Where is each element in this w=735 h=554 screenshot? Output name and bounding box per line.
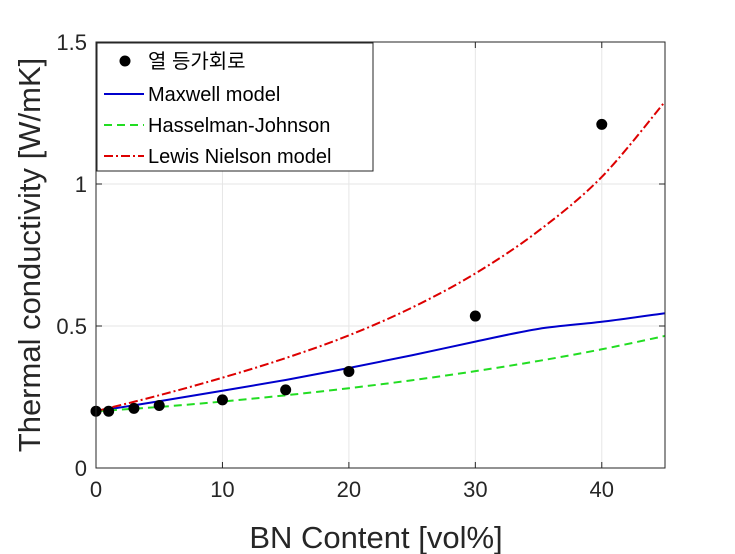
series-line-2 — [95, 334, 666, 413]
legend-box — [96, 42, 374, 172]
legend-label-maxwell: Maxwell model — [148, 84, 280, 106]
x-tick-label: 20 — [337, 477, 361, 502]
data-point — [103, 405, 115, 417]
legend-label-scatter: 열 등가회로 — [148, 50, 246, 73]
data-point — [469, 310, 481, 322]
x-tick-label: 30 — [463, 477, 487, 502]
tick-labels: 0 10 20 30 40 0 0.5 1 1.5 — [56, 30, 614, 502]
series-lines — [95, 100, 666, 413]
legend-marker-scatter — [119, 55, 131, 67]
legend: 열 등가회로 Maxwell model Hasselman-Johnson L… — [96, 42, 374, 172]
data-point — [343, 365, 355, 377]
x-tick-label: 40 — [590, 477, 614, 502]
x-axis-label: BN Content [vol%] — [249, 520, 502, 554]
series-line-1 — [95, 312, 666, 413]
x-tick-label: 10 — [210, 477, 234, 502]
y-tick-label: 0.5 — [56, 314, 87, 339]
data-point — [128, 402, 140, 414]
legend-label-lewis: Lewis Nielson model — [148, 146, 331, 168]
x-tick-label: 0 — [90, 477, 102, 502]
y-axis-label: Thermal conductivity [W/mK] — [12, 58, 47, 452]
scatter-points — [90, 118, 608, 417]
data-point — [153, 400, 165, 412]
data-point — [596, 118, 608, 130]
data-point — [216, 394, 228, 406]
plot-frame — [95, 41, 666, 469]
data-point — [280, 384, 292, 396]
y-tick-label: 0 — [75, 456, 87, 481]
y-tick-label: 1 — [75, 172, 87, 197]
legend-label-hasselman: Hasselman-Johnson — [148, 115, 330, 137]
y-tick-label: 1.5 — [56, 30, 87, 55]
series-line-3 — [95, 100, 666, 413]
